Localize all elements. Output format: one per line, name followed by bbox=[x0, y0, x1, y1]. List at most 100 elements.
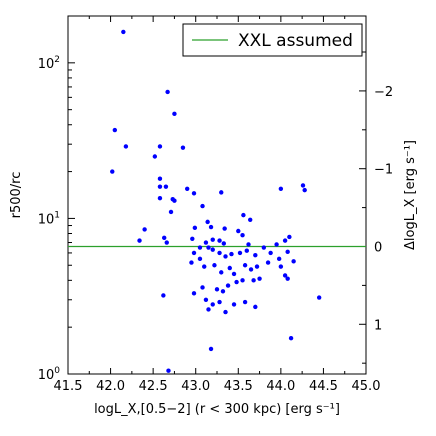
data-point bbox=[220, 289, 226, 294]
data-point bbox=[189, 260, 194, 265]
legend: XXL assumed bbox=[182, 23, 363, 57]
data-point bbox=[152, 154, 158, 159]
data-point bbox=[217, 238, 222, 243]
data-point bbox=[242, 299, 248, 305]
data-point bbox=[206, 307, 211, 312]
data-point bbox=[200, 203, 205, 209]
data-point bbox=[222, 226, 227, 231]
data-point bbox=[192, 225, 198, 231]
x-tick-label: 43.0 bbox=[181, 379, 210, 394]
data-point bbox=[212, 263, 217, 268]
data-point bbox=[172, 111, 177, 117]
data-point bbox=[240, 233, 245, 238]
x-tick-label: 41.5 bbox=[54, 379, 83, 394]
data-point bbox=[157, 184, 163, 189]
data-point bbox=[200, 285, 205, 290]
data-point bbox=[248, 217, 253, 222]
right-tick-label: 1 bbox=[374, 318, 382, 333]
data-point bbox=[227, 265, 232, 271]
data-point bbox=[217, 250, 222, 256]
data-point bbox=[157, 176, 163, 181]
data-point bbox=[217, 299, 222, 305]
data-point bbox=[180, 145, 186, 150]
data-point bbox=[276, 256, 282, 262]
data-point bbox=[165, 89, 170, 95]
data-point bbox=[229, 251, 234, 257]
data-point bbox=[123, 144, 129, 149]
data-point bbox=[242, 263, 248, 268]
data-point bbox=[291, 259, 296, 264]
x-tick-label: 45.0 bbox=[352, 379, 381, 394]
data-point bbox=[261, 245, 267, 250]
data-point bbox=[208, 224, 214, 230]
right-tick-label: −2 bbox=[374, 85, 393, 100]
data-point bbox=[208, 346, 214, 352]
data-point bbox=[316, 295, 322, 300]
data-point bbox=[240, 278, 245, 283]
data-point bbox=[300, 183, 306, 188]
data-point bbox=[254, 264, 260, 269]
data-point bbox=[137, 238, 142, 243]
x-tick-label: 42.0 bbox=[96, 379, 125, 394]
right-tick-label: 0 bbox=[374, 240, 382, 255]
x-tick-label: 44.0 bbox=[266, 379, 295, 394]
data-point bbox=[223, 254, 228, 259]
data-point bbox=[265, 260, 271, 265]
data-point bbox=[170, 196, 175, 202]
data-point bbox=[210, 247, 215, 252]
y-axis-label-left: r500/rc bbox=[9, 172, 24, 219]
legend-label: XXL assumed bbox=[238, 31, 353, 51]
data-point bbox=[282, 273, 288, 278]
x-tick-label: 44.5 bbox=[309, 379, 338, 394]
data-point bbox=[210, 237, 215, 242]
y-tick-label: 100 bbox=[38, 366, 61, 383]
data-point bbox=[112, 127, 118, 133]
data-point bbox=[202, 264, 207, 269]
data-point bbox=[191, 191, 197, 196]
data-point bbox=[288, 335, 294, 341]
data-point bbox=[278, 264, 284, 269]
x-tick-label: 43.5 bbox=[224, 379, 253, 394]
data-point bbox=[157, 195, 163, 201]
data-point bbox=[203, 240, 209, 245]
data-point bbox=[197, 256, 203, 262]
data-point bbox=[248, 267, 254, 272]
plot-frame bbox=[67, 15, 367, 375]
data-point bbox=[168, 209, 174, 215]
data-point bbox=[219, 190, 224, 195]
data-point bbox=[246, 242, 251, 247]
data-point bbox=[206, 245, 211, 250]
data-point bbox=[219, 270, 224, 275]
data-point bbox=[225, 283, 231, 288]
data-point bbox=[185, 186, 190, 192]
data-point bbox=[244, 248, 249, 253]
data-point bbox=[237, 250, 243, 256]
data-point bbox=[268, 250, 273, 256]
data-point bbox=[163, 184, 169, 189]
data-point bbox=[253, 253, 258, 258]
data-point bbox=[166, 368, 171, 373]
data-point bbox=[274, 242, 279, 247]
data-point bbox=[110, 169, 115, 174]
data-point bbox=[191, 250, 197, 256]
data-point bbox=[161, 293, 166, 298]
data-point bbox=[221, 241, 227, 246]
data-point bbox=[214, 287, 220, 292]
data-point bbox=[287, 234, 292, 240]
right-tick-label: −1 bbox=[374, 163, 393, 178]
x-axis-label: logL_X,[0.5−2] (r < 300 kpc) [erg s⁻¹] bbox=[94, 402, 340, 417]
y-axis-label-right: ΔlogL_X [erg s⁻¹] bbox=[403, 140, 418, 250]
data-point bbox=[164, 240, 169, 245]
data-point bbox=[257, 276, 262, 281]
data-point bbox=[234, 279, 239, 285]
data-point bbox=[142, 227, 147, 232]
data-point bbox=[191, 291, 197, 296]
x-tick-label: 42.5 bbox=[139, 379, 168, 394]
data-point bbox=[197, 245, 203, 250]
data-point bbox=[203, 297, 209, 302]
data-point bbox=[251, 278, 256, 283]
data-point bbox=[282, 238, 288, 243]
data-point bbox=[121, 29, 126, 35]
